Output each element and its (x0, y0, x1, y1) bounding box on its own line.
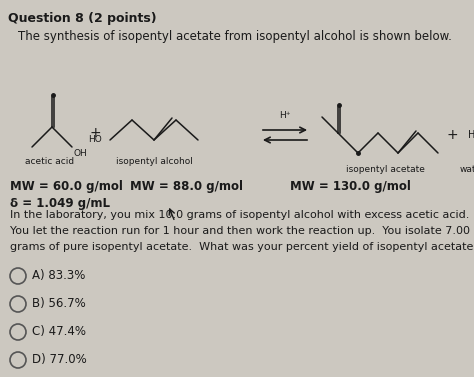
Text: δ = 1.049 g/mL: δ = 1.049 g/mL (10, 197, 110, 210)
Text: MW = 60.0 g/mol: MW = 60.0 g/mol (10, 180, 123, 193)
Text: D) 77.0%: D) 77.0% (32, 354, 87, 366)
Text: MW = 88.0 g/mol: MW = 88.0 g/mol (130, 180, 243, 193)
Text: +: + (89, 126, 101, 140)
Text: The synthesis of isopentyl acetate from isopentyl alcohol is shown below.: The synthesis of isopentyl acetate from … (18, 30, 452, 43)
Text: MW = 130.0 g/mol: MW = 130.0 g/mol (290, 180, 411, 193)
Text: In the laboratory, you mix 10.0 grams of isopentyl alcohol with excess acetic ac: In the laboratory, you mix 10.0 grams of… (10, 210, 469, 220)
Text: grams of pure isopentyl acetate.  What was your percent yield of isopentyl aceta: grams of pure isopentyl acetate. What wa… (10, 242, 474, 252)
Text: HO: HO (88, 135, 102, 144)
Text: A) 83.3%: A) 83.3% (32, 270, 85, 282)
Text: isopentyl acetate: isopentyl acetate (346, 165, 424, 174)
Text: isopentyl alcohol: isopentyl alcohol (116, 157, 192, 166)
Text: H⁺: H⁺ (279, 111, 291, 120)
Text: C) 47.4%: C) 47.4% (32, 325, 86, 339)
Text: H₂O: H₂O (468, 130, 474, 140)
Text: You let the reaction run for 1 hour and then work the reaction up.  You isolate : You let the reaction run for 1 hour and … (10, 226, 470, 236)
Text: water: water (460, 165, 474, 174)
Text: B) 56.7%: B) 56.7% (32, 297, 86, 311)
Text: acetic acid: acetic acid (26, 157, 74, 166)
Text: OH: OH (74, 149, 88, 158)
Text: +: + (446, 128, 458, 142)
Text: Question 8 (2 points): Question 8 (2 points) (8, 12, 156, 25)
